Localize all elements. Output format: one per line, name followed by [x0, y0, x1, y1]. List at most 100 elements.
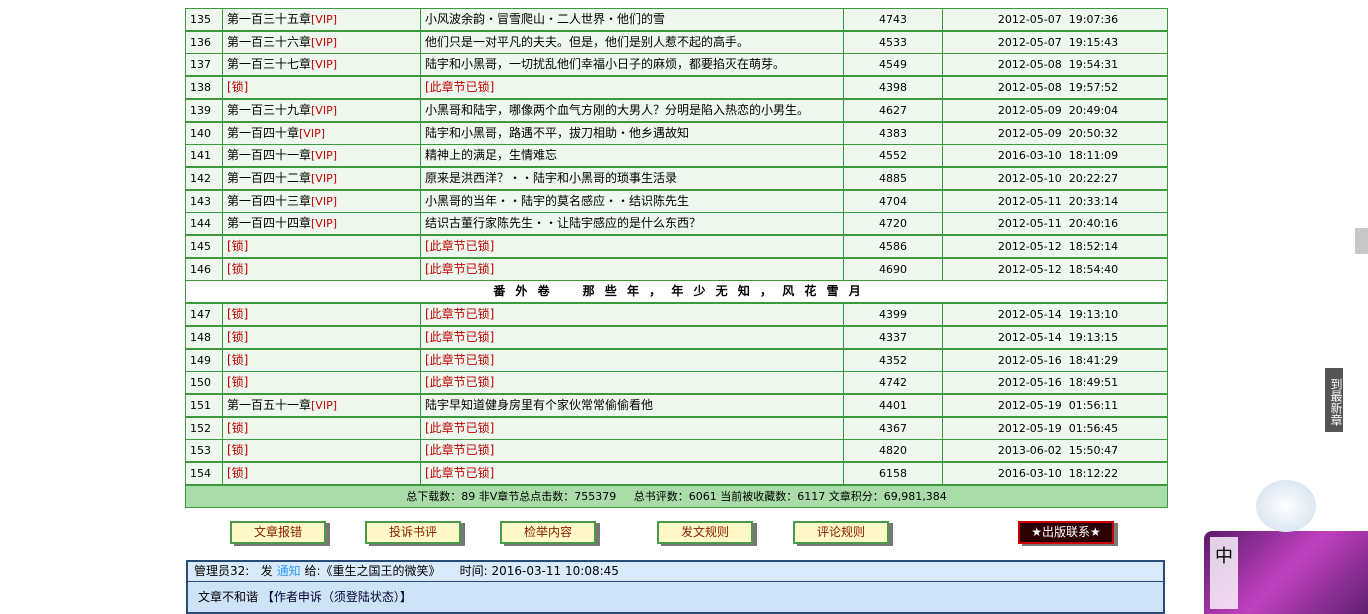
table-row: 135 第一百三十五章[VIP] 小风波余韵・冒雪爬山・二人世界・他们的雪 4743 2… — [185, 8, 1168, 31]
update-time: 2012-05-10 20:22:27 — [997, 171, 1119, 185]
click-count: 4586 — [879, 240, 907, 253]
table-row: 143 第一百四十三章[VIP] 小黑哥的当年・・陆宇的莫名感应・・结识陈先生 470… — [185, 189, 1169, 213]
send: 发 — [260, 564, 273, 578]
chapter-title[interactable]: [锁] — [227, 80, 249, 95]
chapter-title[interactable]: [锁] — [227, 352, 249, 367]
cell: 4352 — [844, 349, 943, 371]
click-count: 4704 — [879, 194, 907, 208]
ime-mode[interactable]: 中 — [1210, 537, 1238, 609]
update-time: 2012-05-19 01:56:45 — [997, 421, 1119, 435]
chapter-summary: [此章节已锁] — [425, 261, 495, 276]
section-heading: 番 外 卷 那 些 年 ， 年 少 无 知 ， 风 花 雪 月 — [186, 281, 1167, 303]
chapter-title[interactable]: 第一百三十七章 — [227, 57, 312, 72]
vip-tag: [VIP] — [311, 58, 338, 72]
chapter-title[interactable]: [锁] — [227, 261, 249, 276]
vip-tag: [VIP] — [299, 126, 326, 140]
cell: 2012-05-12 18:54:40 — [943, 259, 1169, 280]
chapter-title[interactable]: 第一百四十章 — [227, 125, 300, 140]
chapter-title[interactable]: 第一百四十三章 — [227, 193, 312, 208]
action-button[interactable]: 投诉书评 — [365, 521, 461, 544]
chapter-title[interactable]: 第一百四十一章 — [227, 148, 312, 163]
chapter-title[interactable]: [锁] — [227, 329, 249, 344]
chapter-summary: 结识古董行家陈先生・・让陆宇感应的是什么东西？ — [425, 216, 702, 231]
click-count: 4549 — [879, 58, 907, 72]
chapter-title[interactable]: 第一百三十九章 — [227, 102, 312, 117]
bird-icon — [1256, 480, 1316, 532]
stats: 总书评数：6061 当前被收藏数：6117 文章积分：69,981,384 — [633, 490, 947, 503]
click-count: 4885 — [879, 171, 907, 185]
click-count: 4401 — [879, 398, 907, 412]
chapter-title[interactable]: 第一百三十五章 — [227, 12, 312, 26]
cell: 2012-05-08 19:54:31 — [943, 54, 1169, 75]
cell: 4820 — [844, 440, 943, 462]
cell: 138 — [186, 77, 223, 99]
action-button[interactable]: 评论规则 — [793, 521, 889, 544]
chapter-title[interactable]: [锁] — [227, 466, 249, 480]
cell: [此章节已锁] — [421, 304, 844, 326]
cell: 142 — [186, 167, 223, 189]
chapter-no: 150 — [190, 376, 211, 390]
chapter-title[interactable]: 第一百四十二章 — [227, 170, 312, 185]
chapter-no: 138 — [190, 81, 211, 95]
kind[interactable]: 通知 — [276, 564, 301, 578]
chapter-no: 152 — [190, 421, 211, 435]
vip-tag: [VIP] — [311, 13, 338, 26]
table-row: 145 [锁] [此章节已锁] 4586 2012-05-12 18:52:14 — [185, 235, 1168, 258]
action-button[interactable]: ★出版联系★ — [1018, 521, 1114, 544]
cell: 第一百四十一章[VIP] — [223, 145, 421, 167]
action-button[interactable]: 发文规则 — [657, 521, 753, 544]
cell: 153 — [186, 440, 223, 462]
click-count: 4533 — [879, 35, 907, 49]
cell: [此章节已锁] — [421, 77, 844, 99]
cell: 140 — [186, 122, 223, 144]
chapter-no: 144 — [190, 217, 211, 231]
cell: 第一百四十二章[VIP] — [223, 167, 421, 189]
cell: [此章节已锁] — [421, 372, 844, 394]
action-button[interactable]: 文章报错 — [230, 521, 326, 544]
chapter-summary: [此章节已锁] — [425, 329, 495, 344]
cell: 2012-05-14 19:13:15 — [943, 327, 1169, 348]
chapter-summary: [此章节已锁] — [425, 375, 495, 390]
cell: 4690 — [844, 258, 943, 280]
cell: 4885 — [844, 167, 943, 189]
chapter-title[interactable]: [锁] — [227, 375, 249, 390]
table-row: 140 第一百四十章[VIP] 陆宇和小黑哥，路遇不平，拔刀相助・他乡遇故知 4383… — [185, 121, 1168, 145]
cell: 小风波余韵・冒雪爬山・二人世界・他们的雪 — [421, 9, 844, 30]
cell: 143 — [186, 190, 223, 212]
to-latest[interactable]: 到最新章 — [1325, 368, 1343, 432]
table-row: 153 [锁] [此章节已锁] 4820 2013-06-02 15:50:47 — [185, 439, 1168, 463]
cell: 4586 — [844, 236, 943, 257]
chapter-title[interactable]: 第一百三十六章 — [227, 34, 312, 49]
cell: [锁] — [223, 326, 421, 348]
scrollbar — [1355, 228, 1368, 254]
click-count: 6158 — [879, 467, 907, 480]
chapter-title[interactable]: [锁] — [227, 239, 249, 253]
chapter-no: 136 — [190, 35, 211, 49]
chapter-title[interactable]: [锁] — [227, 443, 249, 458]
appeal-link[interactable]: 【作者申诉（须登陆状态）】 — [261, 590, 412, 604]
cell: 结识古董行家陈先生・・让陆宇感应的是什么东西？ — [421, 213, 844, 235]
update-time: 2012-05-14 19:13:15 — [997, 330, 1119, 344]
click-count: 4337 — [879, 330, 907, 344]
cell: 2012-05-11 20:33:14 — [943, 191, 1169, 212]
notice-text: 文章不和谐 — [198, 590, 259, 604]
chapter-title[interactable]: 第一百五十一章 — [227, 397, 312, 412]
table-row: 146 [锁] [此章节已锁] 4690 2012-05-12 18:54:40 — [185, 257, 1169, 281]
update-time: 2012-05-16 18:49:51 — [997, 376, 1119, 390]
chapter-no: 145 — [190, 240, 211, 253]
update-time: 2016-03-10 18:12:22 — [997, 467, 1119, 480]
cell: 第一百四十三章[VIP] — [223, 190, 421, 212]
cell: [锁] — [223, 236, 421, 257]
chapter-summary: [此章节已锁] — [425, 352, 495, 367]
chapter-title[interactable]: [锁] — [227, 420, 249, 435]
chapter-title[interactable]: [锁] — [227, 307, 249, 322]
table-row: 142 第一百四十二章[VIP] 原来是洪西洋？・・陆宇和小黑哥的琐事生活录 4885… — [185, 166, 1168, 190]
chapter-summary: [此章节已锁] — [425, 307, 495, 322]
click-count: 4743 — [879, 13, 907, 26]
action-button[interactable]: 检举内容 — [500, 521, 596, 544]
vip-tag: [VIP] — [311, 217, 338, 231]
table-row: 148 [锁] [此章节已锁] 4337 2012-05-14 19:13:15 — [185, 325, 1169, 349]
chapter-title[interactable]: 第一百四十四章 — [227, 216, 312, 231]
click-count: 4820 — [879, 444, 907, 458]
update-time: 2012-05-11 20:40:16 — [997, 217, 1119, 231]
